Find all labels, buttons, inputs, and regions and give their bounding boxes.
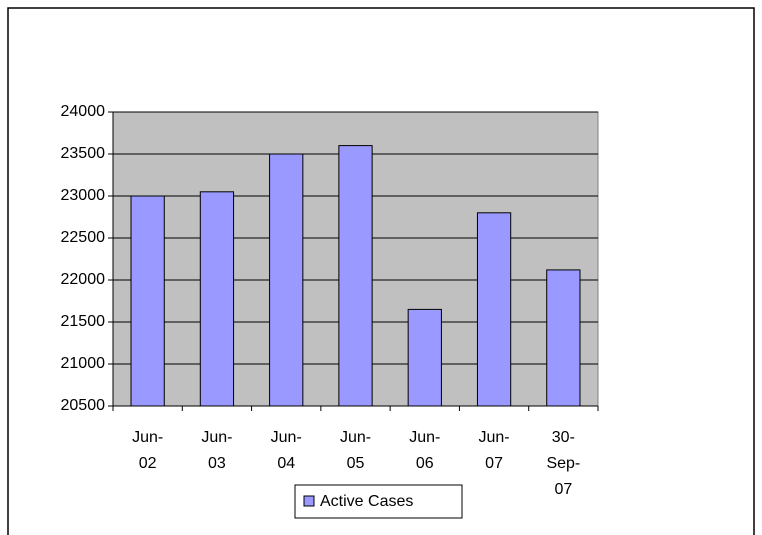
x-tick-label: Jun- 06 [409,429,440,472]
chart-frame [7,7,755,535]
bar [407,308,442,407]
bar [130,195,165,407]
x-tick-label-line: 06 [416,455,434,472]
x-tick-label-line: Jun- [132,429,163,446]
y-tick-label: 23500 [61,145,106,162]
legend-swatch [303,495,315,507]
x-tick-label-line: 05 [347,455,365,472]
y-tick-label: 20500 [61,397,106,414]
x-tick-label: Jun- 07 [479,429,510,472]
x-tick-label-line: Jun- [409,429,440,446]
y-tick-label: 21000 [61,355,106,372]
legend-box [294,484,463,519]
x-tick-label-line: 03 [208,455,226,472]
legend-label: Active Cases [320,493,413,510]
x-tick-label-line: 02 [139,455,157,472]
x-tick-label-line: Jun- [479,429,510,446]
x-tick-label-line: 30- [552,429,575,446]
x-tick-label: Jun- 03 [201,429,232,472]
bar [546,269,581,407]
x-tick-label-line: 07 [554,481,572,498]
x-tick-label-line: 07 [485,455,503,472]
y-tick-label: 21500 [61,313,106,330]
x-tick-label: Jun- 04 [271,429,302,472]
bar [269,153,304,407]
y-tick-label: 22000 [61,271,106,288]
x-tick-label-line: Jun- [201,429,232,446]
x-tick-label-line: Sep- [546,455,580,472]
y-tick-label: 23000 [61,187,106,204]
bar [199,191,235,407]
x-tick-label-line: Jun- [340,429,371,446]
x-tick-label: Jun- 05 [340,429,371,472]
bar [476,212,512,407]
bar [338,145,373,407]
y-tick-label: 24000 [61,103,106,120]
x-tick-label: 30- Sep- 07 [546,429,580,498]
legend: Active Cases [294,484,463,519]
x-tick-label-line: 04 [277,455,295,472]
x-tick-label: Jun- 02 [132,429,163,472]
x-tick-label-line: Jun- [271,429,302,446]
y-tick-label: 22500 [61,229,106,246]
